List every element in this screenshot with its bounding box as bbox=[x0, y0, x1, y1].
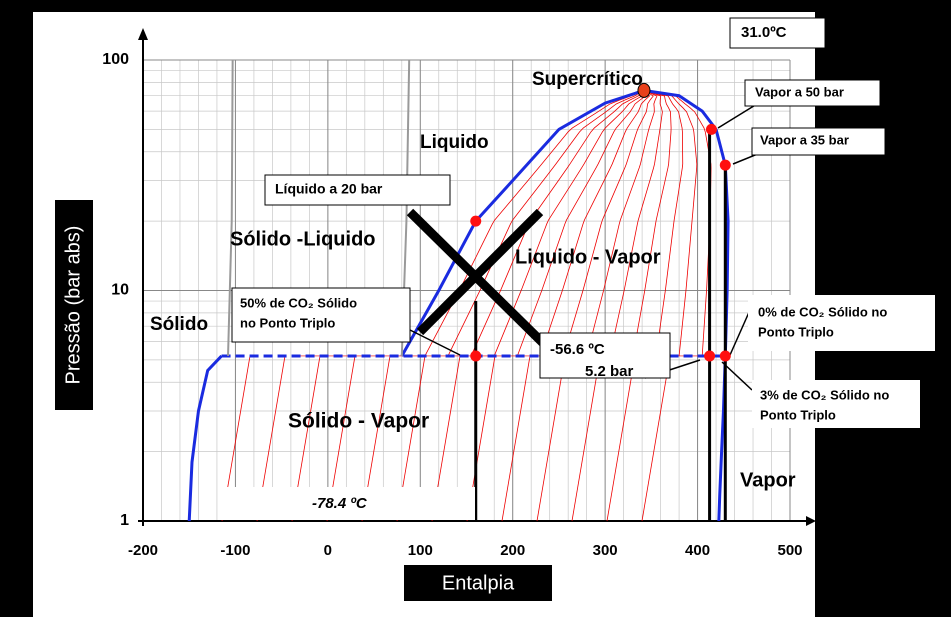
annotation: no Ponto Triplo bbox=[240, 315, 335, 330]
cross bbox=[416, 208, 544, 336]
annotation: Supercrítico bbox=[532, 69, 643, 90]
annotation: 31.0ºC bbox=[741, 24, 787, 41]
isotherm bbox=[540, 90, 651, 357]
annotation: Vapor a 35 bar bbox=[760, 132, 849, 147]
isotherm bbox=[643, 90, 684, 357]
annotation: Sólido bbox=[150, 314, 208, 335]
x-tick-label: 0 bbox=[324, 542, 332, 559]
x-tick-label: 400 bbox=[685, 542, 710, 559]
point bbox=[704, 350, 716, 362]
point bbox=[719, 350, 731, 362]
annotation-box bbox=[264, 174, 451, 206]
isotherm bbox=[632, 90, 672, 357]
curve bbox=[187, 354, 223, 522]
annotation-box bbox=[748, 295, 935, 351]
annotation: Líquido a 20 bar bbox=[275, 181, 383, 197]
y-axis-arrow bbox=[138, 28, 148, 40]
curve bbox=[400, 88, 730, 357]
isotherm bbox=[536, 355, 566, 522]
annotation: Liquido bbox=[420, 132, 489, 153]
annotation: Vapor a 50 bar bbox=[755, 84, 844, 99]
annotation-box bbox=[220, 487, 475, 520]
isotherm bbox=[586, 90, 658, 357]
annotation: Ponto Triplo bbox=[760, 407, 836, 422]
annotation: Vapor bbox=[740, 469, 796, 491]
pointer bbox=[409, 329, 461, 356]
annotation-box bbox=[752, 380, 920, 428]
x-tick-label: 200 bbox=[500, 542, 525, 559]
annotation: Liquido - Vapor bbox=[515, 246, 661, 268]
point bbox=[470, 350, 482, 362]
isotherm bbox=[606, 355, 636, 522]
x-tick-label: 500 bbox=[777, 542, 802, 559]
pointer bbox=[721, 361, 753, 391]
isotherm bbox=[641, 355, 671, 522]
annotation: 5.2 bar bbox=[585, 363, 634, 380]
annotation: 3% de CO₂ Sólido no bbox=[760, 387, 889, 402]
x-axis-arrow bbox=[806, 516, 816, 526]
x-tick-label: 100 bbox=[408, 542, 433, 559]
curve bbox=[227, 59, 234, 356]
y-tick-label: 10 bbox=[111, 282, 129, 299]
annotation: Sólido -Liquido bbox=[230, 228, 376, 250]
x-label: Entalpia bbox=[442, 572, 515, 594]
annotation: -56.6 ºC bbox=[550, 341, 605, 358]
annotation-box bbox=[744, 79, 881, 107]
annotation: Sólido - Vapor bbox=[288, 410, 429, 433]
point bbox=[719, 159, 731, 171]
annotation: 0% de CO₂ Sólido no bbox=[758, 304, 887, 319]
isotherm bbox=[643, 90, 698, 357]
pointer bbox=[729, 309, 751, 356]
point bbox=[470, 215, 482, 227]
y-tick-label: 100 bbox=[102, 51, 129, 68]
annotation: 50% de CO₂ Sólido bbox=[240, 295, 357, 310]
x-tick-label: 300 bbox=[593, 542, 618, 559]
annotation: Ponto Triplo bbox=[758, 324, 834, 339]
critical-point bbox=[637, 82, 651, 98]
isotherm bbox=[609, 90, 663, 357]
isotherm bbox=[516, 90, 647, 357]
isotherm bbox=[563, 90, 654, 357]
annotation-box bbox=[729, 17, 826, 49]
isotherm bbox=[447, 90, 645, 357]
isotherm bbox=[571, 355, 601, 522]
x-tick-label: -200 bbox=[128, 542, 158, 559]
annotation-box bbox=[751, 127, 886, 156]
annotation: -78.4 ºC bbox=[312, 495, 368, 512]
y-label-box bbox=[55, 200, 93, 410]
pointer bbox=[717, 103, 758, 129]
x-label-box bbox=[404, 565, 552, 601]
y-tick-label: 1 bbox=[120, 512, 129, 529]
isotherm bbox=[424, 90, 645, 357]
isotherm bbox=[501, 355, 531, 522]
y-label: Pressão (bar abs) bbox=[62, 226, 84, 385]
annotation-box bbox=[539, 332, 671, 379]
annotation-box bbox=[231, 287, 411, 343]
x-tick-label: -100 bbox=[220, 542, 250, 559]
point bbox=[705, 123, 717, 135]
